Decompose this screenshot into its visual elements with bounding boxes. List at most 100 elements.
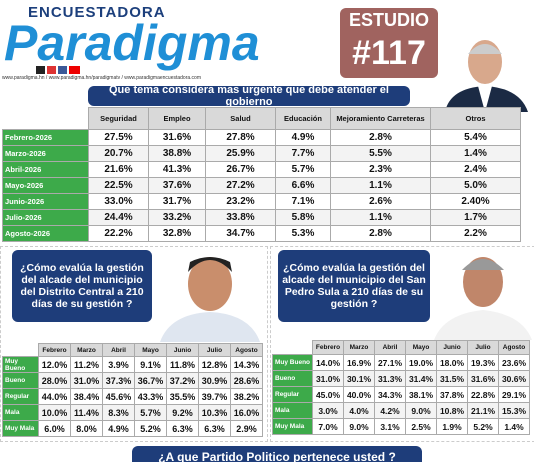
- column-header: Julio: [467, 340, 499, 355]
- cell: 27.2%: [205, 177, 276, 194]
- row: Agosto-2026 22.2% 32.8% 34.7% 5.3% 2.8% 2.2%: [2, 225, 521, 242]
- column-header: Junio: [436, 340, 468, 355]
- row: Regular 45.0% 40.0% 34.3% 38.1% 37.8% 22.8% 29.…: [272, 386, 530, 403]
- cell: 14.0%: [312, 354, 344, 371]
- row-label: Agosto-2026: [2, 225, 89, 242]
- cell: 1.9%: [436, 418, 468, 435]
- cell: 5.0%: [430, 177, 521, 194]
- cell: 10.3%: [198, 404, 231, 421]
- cell: 16.0%: [230, 404, 263, 421]
- row-label: Febrero-2026: [2, 129, 89, 146]
- cell: 12.8%: [198, 356, 231, 373]
- cell: 11.8%: [166, 356, 199, 373]
- row-label: Muy Bueno: [272, 354, 313, 371]
- column-header: Julio: [198, 343, 231, 357]
- cell: 8.0%: [70, 420, 103, 437]
- cell: 41.3%: [148, 161, 206, 178]
- row-label: Marzo-2026: [2, 145, 89, 162]
- row-label: Bueno: [272, 370, 313, 387]
- cell: 5.5%: [330, 145, 431, 162]
- data-table: Febrero Marzo Abril Mayo Junio Julio Agosto Muy…: [2, 343, 263, 437]
- column-header: Empleo: [148, 107, 206, 130]
- cell: 4.0%: [343, 402, 375, 419]
- row: Junio-2026 33.0% 31.7% 23.2% 7.1% 2.6% 2.40%: [2, 193, 521, 210]
- cell: 38.4%: [70, 388, 103, 405]
- row: Muy Mala 7.0% 9.0% 3.1% 2.5% 1.9% 5.2% 1.4%: [272, 418, 530, 435]
- column-header: Mayo: [134, 343, 167, 357]
- cell: 33.2%: [148, 209, 206, 226]
- cell: 34.7%: [205, 225, 276, 242]
- row: Bueno 31.0% 30.1% 31.3% 31.4% 31.5% 31.6% 30.6%: [272, 370, 530, 387]
- cell: 2.40%: [430, 193, 521, 210]
- cell: 2.2%: [430, 225, 521, 242]
- cell: 1.4%: [430, 145, 521, 162]
- cell: 23.6%: [498, 354, 530, 371]
- cell: 31.4%: [405, 370, 437, 387]
- row-label: Julio-2026: [2, 209, 89, 226]
- cell: 27.8%: [205, 129, 276, 146]
- row-label: Regular: [272, 386, 313, 403]
- cell: 2.6%: [330, 193, 431, 210]
- column-header: Febrero: [312, 340, 344, 355]
- cell: 34.3%: [374, 386, 406, 403]
- row-label: Junio-2026: [2, 193, 89, 210]
- cell: 22.5%: [88, 177, 149, 194]
- cell: 40.0%: [343, 386, 375, 403]
- column-header: Febrero: [38, 343, 71, 357]
- cell: 25.9%: [205, 145, 276, 162]
- cell: 15.3%: [498, 402, 530, 419]
- cell: 31.0%: [70, 372, 103, 389]
- cell: 30.6%: [498, 370, 530, 387]
- row: Mala 3.0% 4.0% 4.2% 9.0% 10.8% 21.1% 15.3%: [272, 402, 530, 419]
- cell: 10.8%: [436, 402, 468, 419]
- cell: 14.3%: [230, 356, 263, 373]
- cell: 22.2%: [88, 225, 149, 242]
- column-header: Abril: [102, 343, 135, 357]
- cell: 39.7%: [198, 388, 231, 405]
- cell: 32.8%: [148, 225, 206, 242]
- cell: 5.4%: [430, 129, 521, 146]
- header-row: Seguridad Empleo Salud Educación Mejoramient…: [3, 107, 521, 130]
- cell: 35.5%: [166, 388, 199, 405]
- cell: 18.0%: [436, 354, 468, 371]
- row-label: Muy Mala: [2, 420, 39, 437]
- cell: 28.6%: [230, 372, 263, 389]
- cell: 6.3%: [198, 420, 231, 437]
- column-header: Agosto: [230, 343, 263, 357]
- cell: 5.2%: [467, 418, 499, 435]
- column-header: Mayo: [405, 340, 437, 355]
- social-icons: [36, 66, 80, 74]
- corner: [3, 108, 89, 130]
- cell: 1.4%: [498, 418, 530, 435]
- cell: 38.1%: [405, 386, 437, 403]
- cell: 28.0%: [38, 372, 71, 389]
- cell: 31.6%: [148, 129, 206, 146]
- study-label: ESTUDIO: [348, 10, 429, 30]
- row: Marzo-2026 20.7% 38.8% 25.9% 7.7% 5.5% 1.4%: [2, 145, 521, 162]
- cell: 36.7%: [134, 372, 167, 389]
- cell: 31.7%: [148, 193, 206, 210]
- cell: 11.2%: [70, 356, 103, 373]
- cell: 27.1%: [374, 354, 406, 371]
- column-header: Mejoramiento Carreteras: [330, 107, 431, 130]
- column-header: Marzo: [343, 340, 375, 355]
- cell: 12.0%: [38, 356, 71, 373]
- cell: 29.1%: [498, 386, 530, 403]
- cell: 2.4%: [430, 161, 521, 178]
- cell: 38.8%: [148, 145, 206, 162]
- cell: 22.8%: [467, 386, 499, 403]
- row-label: Muy Mala: [272, 418, 313, 435]
- row: Mala 10.0% 11.4% 8.3% 5.7% 9.2% 10.3% 16.0%: [2, 404, 263, 421]
- cell: 27.5%: [88, 129, 149, 146]
- row: Regular 44.0% 38.4% 45.6% 43.3% 35.5% 39.7% 38.…: [2, 388, 263, 405]
- cell: 30.1%: [343, 370, 375, 387]
- cell: 11.4%: [70, 404, 103, 421]
- question-4: ¿A que Partido Politico pertenece usted …: [132, 446, 422, 462]
- cell: 7.1%: [275, 193, 331, 210]
- cell: 3.9%: [102, 356, 135, 373]
- header-row: Febrero Marzo Abril Mayo Junio Julio Agosto: [3, 343, 263, 357]
- cell: 6.0%: [38, 420, 71, 437]
- cell: 2.3%: [330, 161, 431, 178]
- cell: 6.3%: [166, 420, 199, 437]
